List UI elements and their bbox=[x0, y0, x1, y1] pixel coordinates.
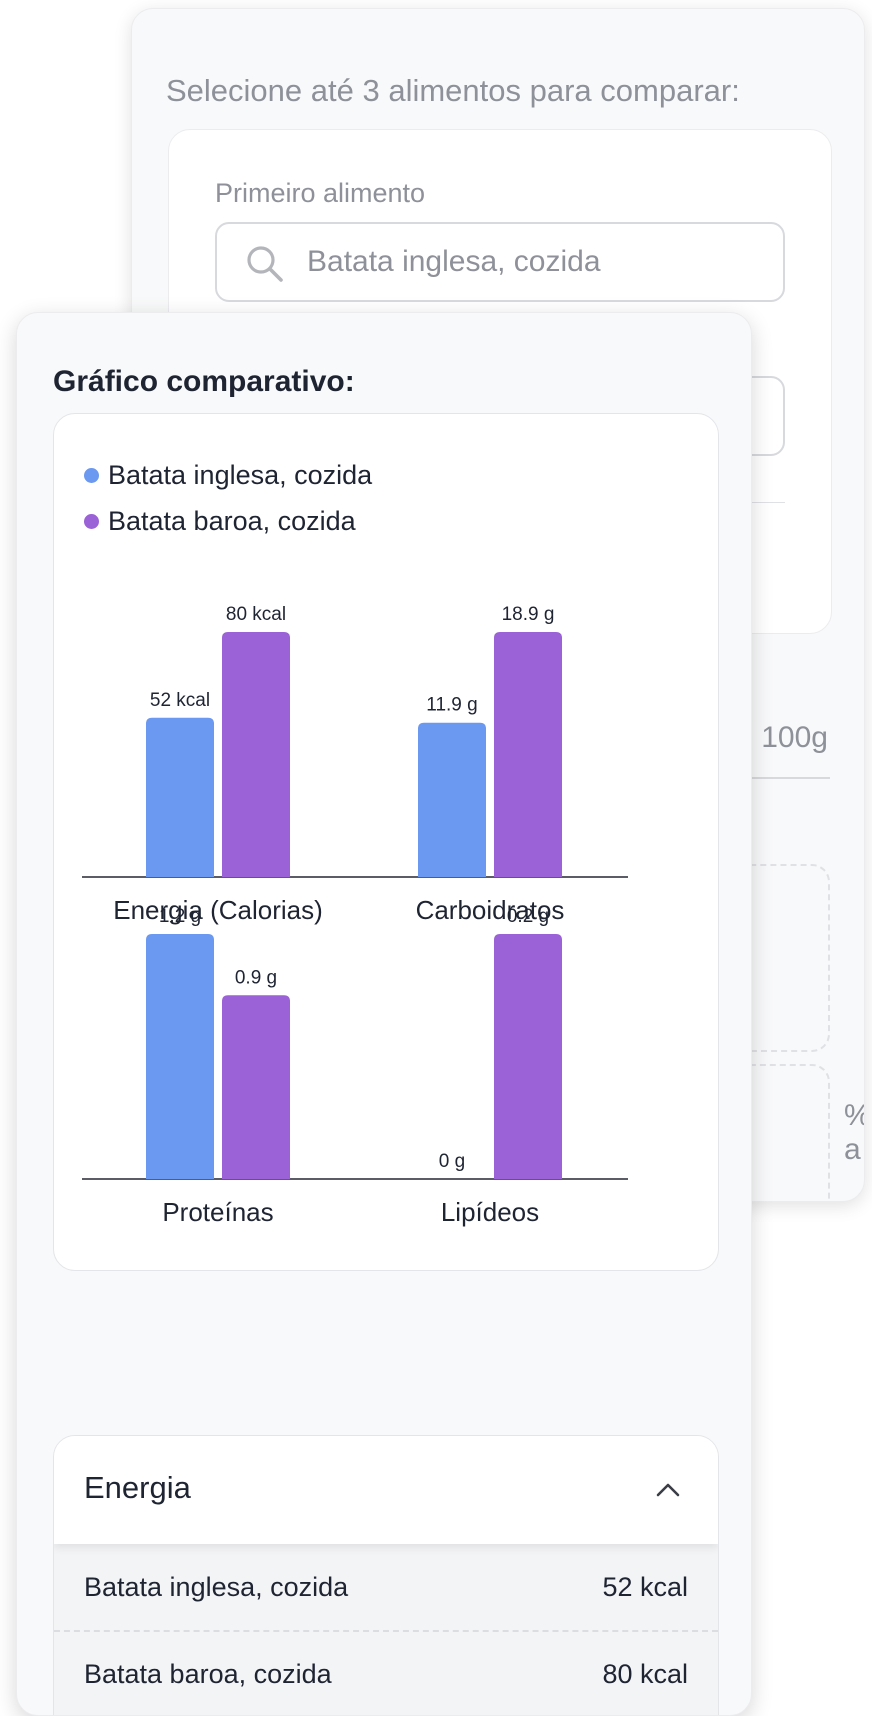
row-food-value: 80 kcal bbox=[602, 1658, 688, 1689]
legend-label: Batata baroa, cozida bbox=[108, 505, 356, 536]
chart-panel: 52 kcal 80 kcal Energia (Calorias) 11.9 g 18… bbox=[53, 413, 719, 1271]
data-label: 1.2 g bbox=[159, 906, 201, 927]
chart-heading: Gráfico comparativo: bbox=[53, 365, 355, 398]
first-food-search-input[interactable]: Batata inglesa, cozida bbox=[215, 222, 785, 302]
chart-legend: Batata inglesa, cozida Batata baroa, coz… bbox=[84, 452, 372, 544]
legend-item: Batata baroa, cozida bbox=[84, 498, 372, 544]
first-food-label: Primeiro alimento bbox=[215, 178, 426, 208]
category-label: Carboidratos bbox=[416, 895, 565, 925]
comparison-card: Gráfico comparativo: 52 kcal 80 kcal Energ… bbox=[16, 312, 752, 1716]
data-label: 18.9 g bbox=[502, 604, 555, 625]
legend-dot bbox=[84, 513, 99, 529]
row-food-name: Batata baroa, cozida bbox=[84, 1658, 332, 1689]
legend-item: Batata inglesa, cozida bbox=[84, 452, 372, 498]
accordion-row: Batata inglesa, cozida 52 kcal bbox=[54, 1544, 718, 1630]
legend-dot bbox=[84, 467, 99, 483]
bar bbox=[494, 934, 562, 1179]
data-label: 0.2 g bbox=[507, 906, 549, 927]
bar bbox=[418, 722, 486, 877]
comparison-bar-chart: 52 kcal 80 kcal Energia (Calorias) 11.9 g 18… bbox=[82, 604, 628, 1227]
search-icon bbox=[247, 246, 283, 282]
row-food-value: 52 kcal bbox=[602, 1571, 688, 1602]
data-label: 11.9 g bbox=[426, 695, 477, 716]
selection-heading: Selecione até 3 alimentos para comparar: bbox=[166, 73, 740, 108]
category-label: Energia (Calorias) bbox=[113, 895, 323, 925]
accordion-header[interactable]: Energia bbox=[54, 1436, 718, 1544]
bar bbox=[494, 632, 562, 877]
bar bbox=[222, 995, 290, 1179]
energy-accordion: Energia Batata inglesa, cozida 52 kcal B… bbox=[53, 1435, 719, 1715]
accordion-row: Batata baroa, cozida 80 kcal bbox=[54, 1630, 718, 1715]
row-food-name: Batata inglesa, cozida bbox=[84, 1571, 349, 1602]
chevron-up-icon[interactable] bbox=[654, 1476, 682, 1504]
category-label: Lipídeos bbox=[441, 1197, 539, 1227]
bar bbox=[146, 717, 214, 877]
data-label: 52 kcal bbox=[150, 690, 210, 711]
data-label: 80 kcal bbox=[226, 604, 286, 625]
data-label: 0 g bbox=[439, 1151, 465, 1172]
portion-text: : 100g bbox=[744, 721, 828, 754]
data-label: 0.9 g bbox=[235, 967, 277, 988]
first-food-value: Batata inglesa, cozida bbox=[307, 245, 601, 278]
accordion-title: Energia bbox=[84, 1470, 191, 1505]
category-label: Proteínas bbox=[162, 1197, 273, 1227]
percent-text: % a bbox=[844, 1099, 864, 1166]
legend-label: Batata inglesa, cozida bbox=[108, 459, 373, 490]
bar bbox=[222, 632, 290, 877]
bar bbox=[146, 934, 214, 1179]
portion-underline bbox=[692, 777, 830, 779]
